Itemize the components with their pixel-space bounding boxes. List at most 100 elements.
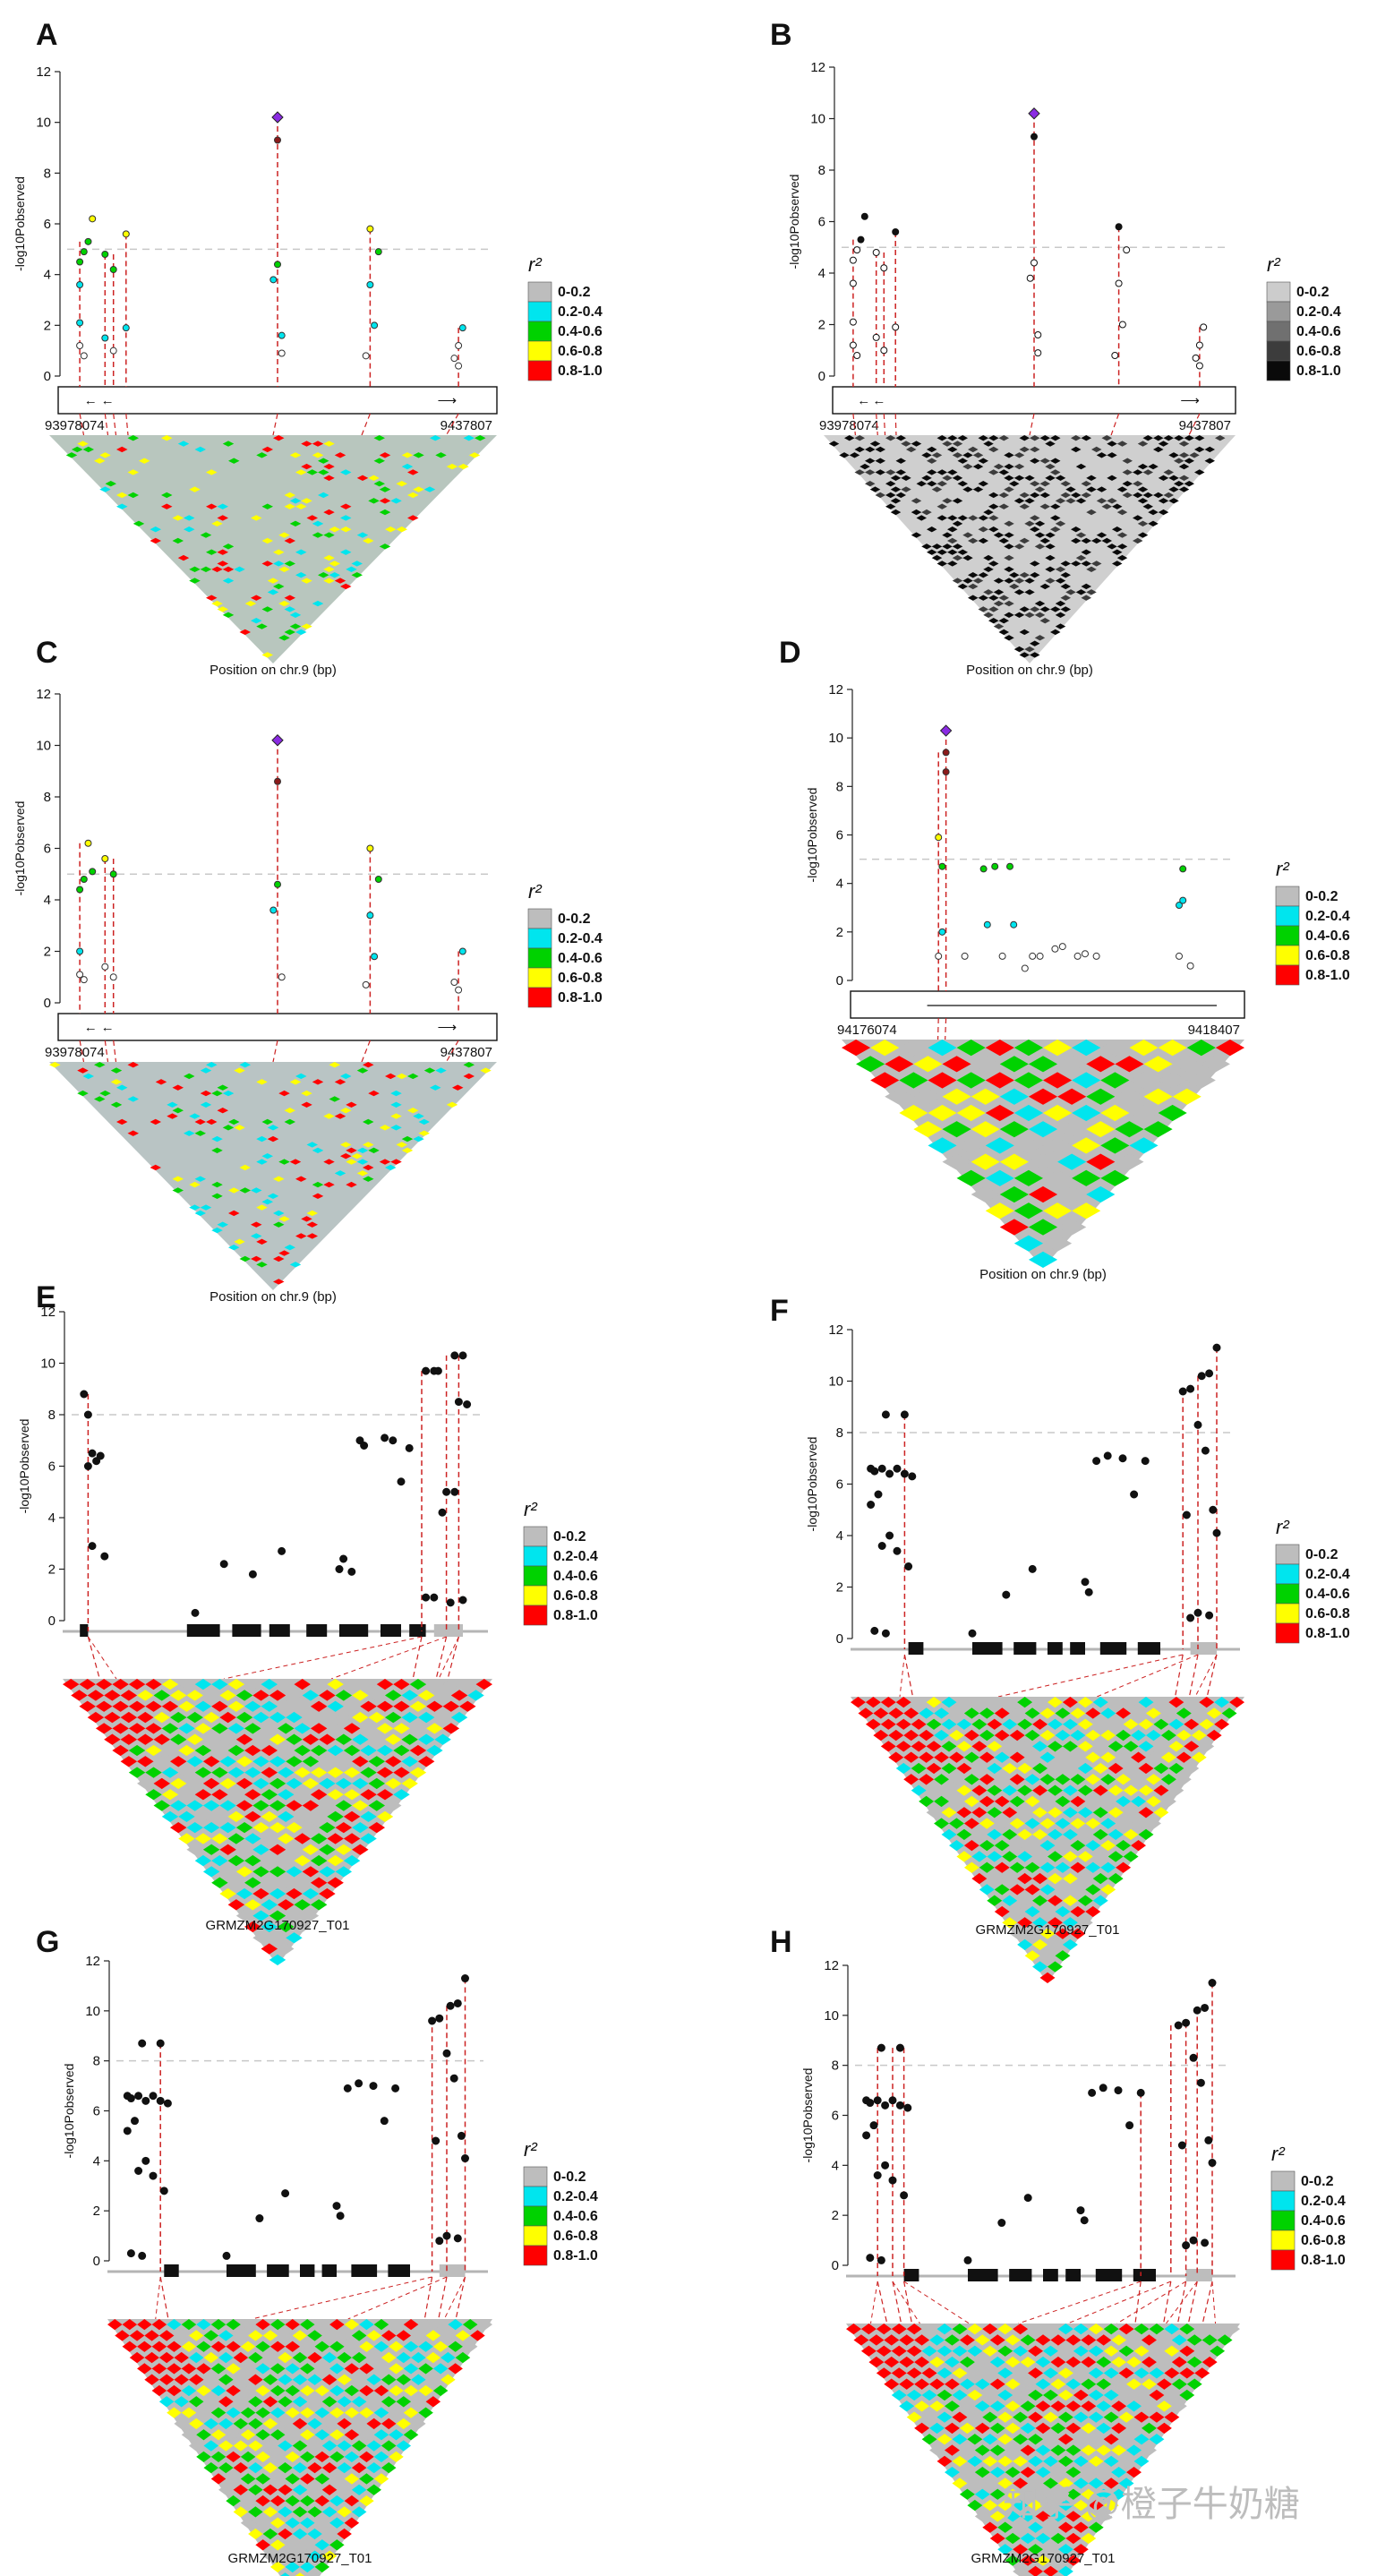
ld-cell xyxy=(1164,2411,1180,2423)
ld-cell xyxy=(1191,1751,1207,1763)
ld-cell xyxy=(1071,446,1082,453)
ld-cell xyxy=(343,1833,361,1844)
ld-cell xyxy=(321,2330,338,2341)
exon xyxy=(267,2264,289,2277)
ld-cell xyxy=(1028,1056,1058,1073)
ld-cell xyxy=(942,532,953,538)
strand-arrow: ← xyxy=(872,393,885,408)
ld-cell xyxy=(875,492,885,499)
ld-cell xyxy=(269,1910,286,1921)
ld-cell xyxy=(77,441,89,447)
ld-cell xyxy=(381,2330,397,2341)
lead-snp xyxy=(271,734,284,747)
ld-cell xyxy=(1039,1861,1056,1873)
ld-cell xyxy=(379,509,391,516)
snp-connector xyxy=(1096,1654,1199,1698)
legend: r²0-0.20.2-0.40.4-0.60.6-0.80.8-1.0 xyxy=(527,880,603,1008)
ld-heatmap xyxy=(49,435,497,663)
ld-cell xyxy=(1075,554,1087,561)
ld-cell xyxy=(389,2319,404,2331)
snp-point xyxy=(1111,352,1119,359)
ld-cell xyxy=(1009,1707,1025,1719)
ld-cell xyxy=(978,458,988,464)
snp-point xyxy=(149,2092,158,2101)
ld-cell xyxy=(226,2451,241,2462)
ld-cell xyxy=(418,2384,433,2397)
ld-cell xyxy=(865,446,876,453)
ld-cell xyxy=(880,1697,896,1708)
ld-cell xyxy=(1024,1729,1040,1742)
ld-cell xyxy=(968,515,979,521)
ld-cell xyxy=(302,1887,320,1900)
ld-cell xyxy=(219,1822,236,1834)
ld-cell xyxy=(989,2444,1005,2456)
ld-cell xyxy=(376,1679,394,1690)
ld-cell xyxy=(351,1153,363,1160)
ld-cell xyxy=(285,2319,300,2331)
ld-cell xyxy=(978,481,988,487)
ld-cell xyxy=(971,1872,988,1885)
legend-label: 0.2-0.4 xyxy=(1305,1567,1350,1582)
ld-cell xyxy=(314,2539,330,2551)
ld-cell xyxy=(1086,1185,1116,1203)
snp-point xyxy=(1179,865,1187,873)
ld-cell xyxy=(137,2341,152,2352)
ld-cell xyxy=(952,520,963,526)
ld-cell xyxy=(196,2384,211,2397)
ld-cell xyxy=(1039,583,1050,590)
ld-cell xyxy=(366,2440,381,2452)
ld-cell xyxy=(284,595,295,601)
snp-point xyxy=(442,2231,451,2240)
ld-cell xyxy=(1153,1741,1169,1752)
snp-point xyxy=(366,911,374,920)
ld-cell xyxy=(360,1723,377,1734)
ld-cell xyxy=(409,1679,427,1690)
ld-cell xyxy=(226,2319,241,2331)
ld-cell xyxy=(314,2341,330,2352)
ld-cell xyxy=(181,2384,197,2397)
ld-cell xyxy=(1065,2422,1082,2435)
ld-cell xyxy=(988,618,999,624)
ld-cell xyxy=(891,2389,907,2401)
ld-cell xyxy=(356,1159,369,1165)
ld-cell xyxy=(337,2528,352,2540)
ld-cell xyxy=(278,2506,293,2518)
ld-cell xyxy=(227,1767,245,1778)
ld-cell xyxy=(184,1130,195,1136)
ld-cell xyxy=(269,1887,286,1900)
ld-cell xyxy=(983,566,994,572)
region-start: 93978074 xyxy=(45,1045,105,1060)
ld-cell xyxy=(314,2384,330,2397)
ld-cell xyxy=(929,2334,945,2346)
ld-cell xyxy=(329,2363,345,2375)
ld-cell xyxy=(1009,1818,1025,1829)
ld-cell xyxy=(150,537,161,544)
ld-cell xyxy=(235,1711,253,1724)
ld-cell xyxy=(239,1062,251,1068)
ld-cell xyxy=(1039,435,1050,441)
ld-cell xyxy=(1103,2367,1119,2379)
snp-connector xyxy=(1163,2281,1172,2324)
ld-cell xyxy=(174,2351,189,2364)
ld-cell xyxy=(952,543,963,550)
ld-cell xyxy=(127,435,139,441)
ld-cell xyxy=(312,600,324,607)
snp-point xyxy=(1182,2241,1191,2250)
snp-point xyxy=(101,855,109,862)
ld-cell xyxy=(278,1700,295,1712)
ld-cell xyxy=(158,2396,175,2408)
ld-cell xyxy=(1030,481,1040,487)
strand-arrow: ⟶ xyxy=(438,393,458,408)
ld-cell xyxy=(133,520,145,526)
ld-cell xyxy=(310,1679,328,1690)
ld-cell xyxy=(286,1822,303,1834)
ld-cell xyxy=(885,1088,914,1105)
ld-cell xyxy=(300,2341,315,2352)
ld-cell xyxy=(931,486,943,492)
ld-cell xyxy=(343,1700,361,1712)
ld-cell xyxy=(226,2429,241,2441)
y-tick-label: 2 xyxy=(818,318,825,333)
snp-connector xyxy=(347,2276,448,2320)
ld-cell xyxy=(206,1118,218,1125)
ld-cell xyxy=(307,2330,322,2341)
